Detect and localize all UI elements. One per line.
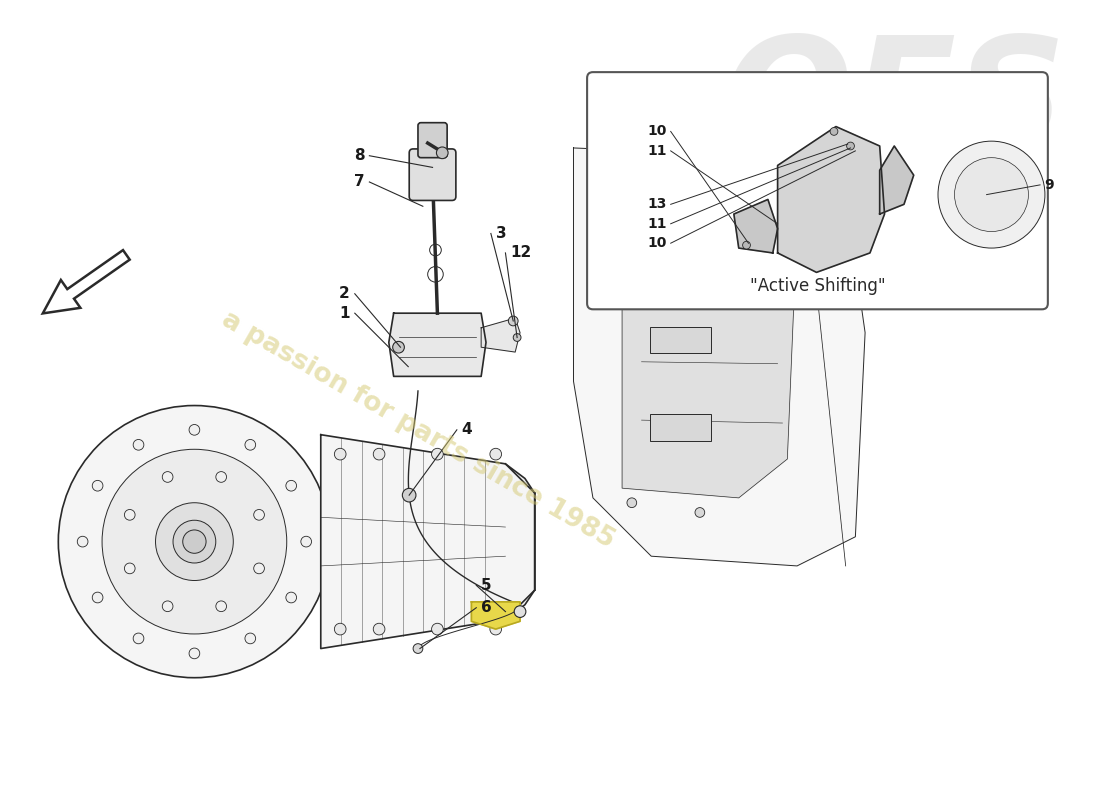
Circle shape bbox=[431, 623, 443, 635]
Text: a passion for parts since 1985: a passion for parts since 1985 bbox=[217, 306, 619, 554]
Circle shape bbox=[414, 644, 422, 654]
Circle shape bbox=[695, 507, 705, 518]
Circle shape bbox=[742, 242, 750, 249]
Circle shape bbox=[163, 472, 173, 482]
FancyBboxPatch shape bbox=[418, 122, 447, 158]
Circle shape bbox=[133, 439, 144, 450]
Circle shape bbox=[286, 592, 297, 603]
Circle shape bbox=[508, 316, 518, 326]
Circle shape bbox=[92, 480, 103, 491]
Text: 11: 11 bbox=[647, 217, 667, 230]
Circle shape bbox=[245, 439, 255, 450]
Circle shape bbox=[627, 498, 637, 507]
Circle shape bbox=[514, 606, 526, 618]
Circle shape bbox=[77, 536, 88, 547]
Text: 10: 10 bbox=[648, 125, 667, 138]
FancyBboxPatch shape bbox=[650, 220, 711, 246]
Circle shape bbox=[955, 158, 1028, 231]
Polygon shape bbox=[729, 90, 832, 167]
FancyBboxPatch shape bbox=[650, 327, 711, 353]
Text: 10: 10 bbox=[648, 236, 667, 250]
Polygon shape bbox=[651, 129, 846, 206]
Circle shape bbox=[334, 623, 346, 635]
Circle shape bbox=[938, 141, 1045, 248]
Circle shape bbox=[254, 563, 264, 574]
Text: 9: 9 bbox=[1044, 178, 1054, 192]
Polygon shape bbox=[43, 250, 130, 314]
Text: 7: 7 bbox=[354, 174, 364, 190]
Circle shape bbox=[163, 601, 173, 612]
Text: 3: 3 bbox=[496, 226, 506, 241]
Circle shape bbox=[189, 648, 200, 658]
Polygon shape bbox=[472, 602, 520, 629]
Circle shape bbox=[393, 342, 405, 353]
Text: 11: 11 bbox=[647, 144, 667, 158]
Circle shape bbox=[183, 530, 206, 554]
Circle shape bbox=[403, 488, 416, 502]
Circle shape bbox=[216, 472, 227, 482]
Polygon shape bbox=[880, 146, 914, 214]
FancyBboxPatch shape bbox=[409, 149, 455, 201]
Polygon shape bbox=[675, 134, 719, 187]
Circle shape bbox=[431, 448, 443, 460]
Circle shape bbox=[300, 536, 311, 547]
Text: OES: OES bbox=[722, 30, 1066, 178]
Text: 2: 2 bbox=[339, 286, 350, 302]
Text: 1: 1 bbox=[340, 306, 350, 321]
FancyBboxPatch shape bbox=[587, 72, 1048, 310]
Circle shape bbox=[437, 147, 448, 158]
Polygon shape bbox=[623, 187, 798, 498]
Circle shape bbox=[133, 633, 144, 644]
Circle shape bbox=[189, 425, 200, 435]
Text: 4: 4 bbox=[462, 422, 472, 438]
Text: 6: 6 bbox=[481, 600, 492, 615]
Polygon shape bbox=[388, 313, 486, 376]
Circle shape bbox=[830, 127, 838, 135]
Circle shape bbox=[92, 592, 103, 603]
Circle shape bbox=[847, 142, 855, 150]
Polygon shape bbox=[481, 318, 520, 352]
Circle shape bbox=[514, 334, 521, 342]
Text: "Active Shifting": "Active Shifting" bbox=[750, 277, 886, 295]
Circle shape bbox=[58, 406, 330, 678]
Text: 13: 13 bbox=[648, 198, 667, 211]
Circle shape bbox=[373, 623, 385, 635]
Circle shape bbox=[155, 502, 233, 581]
Circle shape bbox=[490, 448, 502, 460]
Circle shape bbox=[216, 601, 227, 612]
Polygon shape bbox=[573, 148, 865, 566]
Circle shape bbox=[254, 510, 264, 520]
Circle shape bbox=[245, 633, 255, 644]
Text: 12: 12 bbox=[510, 246, 531, 261]
Circle shape bbox=[102, 450, 287, 634]
Polygon shape bbox=[321, 434, 535, 649]
Text: 8: 8 bbox=[354, 148, 364, 163]
Polygon shape bbox=[778, 126, 884, 272]
Circle shape bbox=[490, 623, 502, 635]
Polygon shape bbox=[734, 199, 778, 253]
Circle shape bbox=[173, 520, 216, 563]
Circle shape bbox=[124, 510, 135, 520]
Circle shape bbox=[373, 448, 385, 460]
Text: 5: 5 bbox=[481, 578, 492, 593]
Circle shape bbox=[124, 563, 135, 574]
Circle shape bbox=[286, 480, 297, 491]
FancyBboxPatch shape bbox=[650, 414, 711, 441]
Circle shape bbox=[334, 448, 346, 460]
